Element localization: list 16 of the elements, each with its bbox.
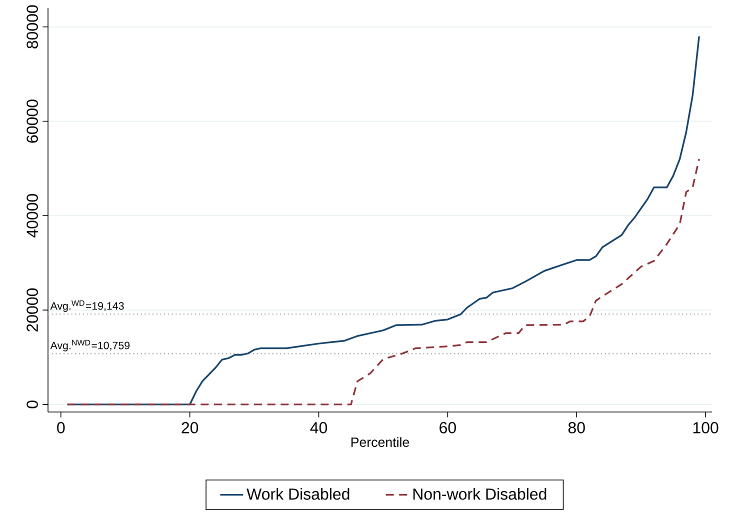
- x-tick-label: 20: [182, 422, 198, 434]
- x-tick-label: 40: [310, 422, 328, 434]
- x-axis-title: Percentile: [351, 437, 410, 447]
- x-tick-label: 80: [568, 422, 585, 434]
- y-tick-label: 80000: [26, 5, 38, 48]
- y-tick-label: 40000: [26, 194, 38, 238]
- x-tick-label: 0: [57, 422, 65, 434]
- y-tick-label: 0: [26, 400, 38, 408]
- ref-line-label: Avg.$^{WD}$=19,143: [50, 300, 124, 312]
- x-tick-label: 100: [693, 422, 718, 434]
- y-tick-label: 20000: [26, 288, 38, 332]
- legend-label: Work Disabled: [246, 488, 350, 500]
- y-tick-label: 60000: [26, 100, 38, 143]
- legend-label: Non-work Disabled: [413, 488, 546, 500]
- ref-line-label: Avg.$^{NWD}$=10,759: [50, 340, 130, 352]
- x-tick-label: 60: [440, 422, 456, 434]
